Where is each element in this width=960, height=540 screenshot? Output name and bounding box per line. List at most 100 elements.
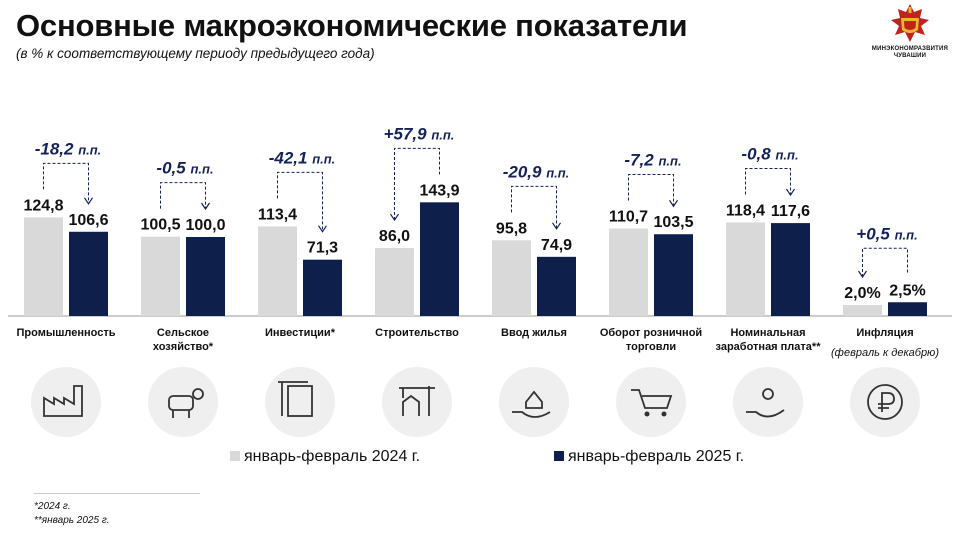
delta-label: +0,5 п.п. [856, 224, 917, 243]
category-group: 95,8 74,9 -20,9 п.п. Ввод жилья [492, 162, 576, 437]
page-subtitle: (в % к соответствующему периоду предыдущ… [16, 46, 375, 61]
cart-shape [631, 389, 673, 409]
footnote-2: **январь 2025 г. [34, 515, 110, 526]
bar-2024 [258, 226, 297, 316]
delta-arrow [669, 199, 678, 208]
data-label-2025: 74,9 [541, 237, 572, 254]
emblem-icon [891, 4, 929, 42]
data-label-2024: 95,8 [496, 220, 527, 237]
data-label-2024: 86,0 [379, 228, 410, 245]
building-shape [287, 385, 313, 417]
crane-shape [399, 386, 435, 416]
logo-text-line1: МИНЭКОНОМРАЗВИТИЯ [871, 46, 949, 52]
coin-shape [762, 388, 774, 400]
coins-hand-icon [746, 388, 785, 418]
delta-label: -42,1 п.п. [269, 148, 336, 167]
category-group: 113,4 71,3 -42,1 п.п. Инвестиции* [258, 148, 342, 437]
data-label-2024: 118,4 [726, 202, 765, 219]
cart-wheel-left [644, 411, 650, 417]
house-frame [402, 394, 420, 416]
icon-circle [616, 367, 686, 437]
legend-swatch-2024 [230, 451, 240, 461]
data-label-2024: 113,4 [258, 206, 297, 223]
bar-2025 [537, 256, 576, 316]
data-label-2025: 106,6 [68, 212, 108, 229]
house-hand-icon [512, 390, 551, 418]
bar-2025 [654, 234, 693, 316]
icon-circle [382, 367, 452, 437]
legend-label-2024: январь-февраль 2024 г. [244, 448, 421, 465]
data-label-2024: 2,0% [844, 285, 880, 302]
delta-label: -20,9 п.п. [503, 162, 570, 181]
data-label-2025: 117,6 [771, 203, 810, 220]
bar-2025 [69, 231, 108, 316]
cow-legs [172, 410, 190, 418]
category-group: 118,4 117,6 -0,8 п.п. Номинальная заработная… [716, 144, 822, 437]
footnotes: *2024 г. **январь 2025 г. [34, 493, 200, 528]
delta-arrow [84, 197, 93, 205]
category-group: 100,5 100,0 -0,5 п.п. Сельское хозяйство* [140, 159, 226, 437]
delta-arrow [552, 222, 561, 230]
bar-2024 [609, 228, 648, 316]
cart-wheel-right [661, 411, 667, 417]
delta-arrow [858, 270, 867, 279]
bar-2025 [888, 302, 927, 316]
ministry-logo: МИНЭКОНОМРАЗВИТИЯ ЧУВАШИИ [868, 2, 952, 68]
data-label-2025: 100,0 [185, 217, 225, 234]
hand-shape [512, 411, 551, 418]
delta-bracket [628, 174, 674, 207]
icon-circle [31, 367, 101, 437]
category-label: Инфляция [856, 327, 913, 339]
category-label: Строительство [375, 327, 459, 339]
category-label: заработная плата** [716, 341, 822, 353]
cow-head [192, 388, 204, 400]
delta-bracket [160, 182, 206, 209]
delta-arrow [390, 213, 399, 222]
logo-text-line2: ЧУВАШИИ [893, 53, 927, 59]
crane-arm [278, 381, 308, 416]
ruble-icon [867, 384, 903, 420]
delta-bracket [43, 162, 89, 204]
delta-bracket [511, 185, 557, 229]
cow-icon [168, 388, 204, 418]
data-label-2025: 103,5 [653, 214, 693, 231]
footnote-1: *2024 г. [34, 501, 71, 512]
factory-icon [43, 385, 83, 417]
data-label-2024: 110,7 [609, 209, 648, 226]
category-label: хозяйство* [153, 341, 214, 353]
delta-label: -18,2 п.п. [35, 139, 102, 158]
icon-circle [148, 367, 218, 437]
house-shape [525, 390, 543, 409]
category-label: Промышленность [17, 327, 116, 339]
icon-circle [733, 367, 803, 437]
category-group: 124,8 106,6 -18,2 п.п. Промышленность [17, 139, 116, 437]
category-note: (февраль к декабрю) [831, 347, 939, 359]
cart-icon [631, 389, 673, 417]
bar-2024 [24, 217, 63, 316]
category-group: 86,0 143,9 +57,9 п.п. Строительство [375, 124, 460, 437]
icon-circle [265, 367, 335, 437]
delta-bracket [277, 171, 323, 232]
category-label: Инвестиции* [265, 327, 336, 339]
delta-label: -0,5 п.п. [156, 159, 213, 178]
category-label: торговли [626, 341, 676, 353]
bar-2024 [726, 222, 765, 316]
delta-label: +57,9 п.п. [384, 124, 455, 143]
crane-icon [399, 386, 435, 416]
bar-2025 [771, 223, 810, 316]
bar-2025 [420, 202, 459, 316]
delta-arrow [318, 225, 327, 233]
ruble-circle [867, 384, 903, 420]
data-label-2025: 71,3 [307, 240, 338, 257]
bar-2024 [843, 305, 882, 316]
data-label-2025: 143,9 [419, 182, 459, 199]
category-label: Оборот розничной [600, 327, 702, 339]
delta-bracket [394, 147, 440, 221]
delta-arrow [201, 202, 210, 211]
category-label: Ввод жилья [501, 327, 567, 339]
bar-2024 [375, 248, 414, 316]
delta-bracket [862, 247, 908, 277]
page-title: Основные макроэкономические показатели [16, 8, 688, 43]
delta-label: -0,8 п.п. [741, 144, 798, 163]
